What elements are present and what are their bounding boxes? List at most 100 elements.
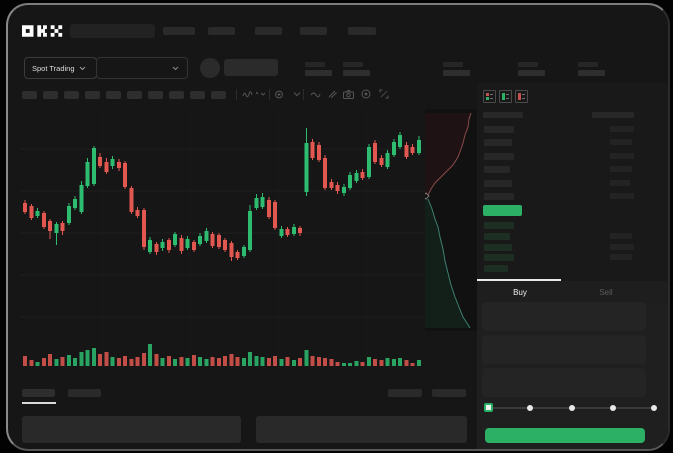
volume-bar [35, 362, 40, 366]
orders-action-skeleton[interactable] [388, 389, 422, 397]
candle-body [404, 145, 409, 157]
volume-bar [129, 359, 134, 366]
timeframe-button-skeleton[interactable] [127, 91, 142, 99]
stat-label-skeleton [343, 62, 363, 67]
candle-body [85, 162, 90, 186]
candle-body [410, 147, 415, 153]
candle-body [166, 240, 171, 250]
volume-bar [323, 358, 327, 366]
volume-bar [41, 358, 46, 366]
orders-tab-skeleton[interactable] [68, 389, 101, 397]
order-input-skeleton[interactable] [482, 302, 646, 331]
slider-stop-dot[interactable] [651, 405, 657, 411]
coin-avatar[interactable] [200, 58, 220, 78]
timeframe-button-skeleton[interactable] [43, 91, 58, 99]
candle-body [210, 234, 215, 246]
candle-style-dropdown-icon[interactable] [255, 88, 267, 100]
candle-body [316, 145, 321, 160]
orders-table-cell-skeleton [256, 416, 467, 443]
bid-row-amount-skeleton [610, 232, 632, 239]
line-tool-icon[interactable] [309, 88, 321, 100]
timeframe-button-skeleton[interactable] [85, 91, 100, 99]
timeframe-button-skeleton[interactable] [64, 91, 79, 99]
camera-icon[interactable] [342, 88, 354, 100]
timeframe-button-skeleton[interactable] [190, 91, 205, 99]
candle-body [354, 173, 359, 181]
tab-buy[interactable]: Buy [477, 288, 563, 297]
orders-action-skeleton[interactable] [432, 389, 466, 397]
fullscreen-icon[interactable] [378, 88, 390, 100]
depth-chart [425, 109, 477, 331]
book-view-sell-icon[interactable] [515, 90, 528, 103]
slider-stop-dot[interactable] [527, 405, 534, 411]
volume-bar [166, 356, 171, 366]
candle-body [248, 211, 252, 250]
timeframe-button-skeleton[interactable] [211, 91, 226, 99]
orders-table-cell-skeleton [22, 416, 241, 443]
candle-body [73, 199, 77, 208]
candle-body [416, 140, 421, 153]
timeframe-button-skeleton[interactable] [22, 91, 37, 99]
candle-body [98, 157, 102, 166]
orderbook-header-price [483, 112, 523, 118]
candle-body [373, 143, 377, 162]
chevron-down-icon [172, 66, 179, 70]
candle-body [223, 240, 227, 250]
book-view-buy-icon[interactable] [499, 90, 512, 103]
nav-item-skeleton[interactable] [300, 27, 327, 35]
timeframe-button-skeleton[interactable] [169, 91, 184, 99]
candle-body [29, 206, 34, 218]
device-screen: Spot Trading [6, 3, 670, 451]
book-view-combined-icon[interactable] [483, 90, 496, 103]
volume-bar [335, 362, 340, 366]
timeframe-button-skeleton[interactable] [148, 91, 163, 99]
volume-bar [191, 355, 196, 366]
submit-order-button[interactable] [485, 428, 645, 443]
candle-style-icon[interactable] [241, 88, 253, 100]
candle-body [141, 210, 146, 247]
orders-tab-skeleton[interactable] [22, 389, 55, 397]
candlestick-chart[interactable] [20, 108, 426, 370]
order-input-skeleton[interactable] [482, 335, 646, 364]
volume-bar [79, 352, 84, 366]
last-price-bar[interactable] [483, 205, 522, 216]
target-icon[interactable] [360, 88, 372, 100]
candle-body [91, 148, 96, 184]
draw-tool-icon[interactable] [326, 88, 338, 100]
nav-item-skeleton[interactable] [348, 27, 376, 35]
market-type-selector[interactable]: Spot Trading [24, 57, 97, 79]
indicators-icon[interactable] [274, 88, 286, 100]
order-input-skeleton[interactable] [482, 368, 646, 397]
slider-handle[interactable] [484, 403, 493, 412]
volume-bar [404, 360, 409, 366]
candle-body [135, 210, 140, 216]
candle-body [79, 185, 84, 212]
search-bar-skeleton[interactable] [70, 24, 155, 38]
volume-bar [91, 348, 96, 366]
indicators-dropdown-icon[interactable] [291, 88, 303, 100]
candle-body [41, 213, 46, 227]
pair-title-skeleton [224, 59, 278, 76]
candle-body [266, 200, 271, 217]
ask-row-amount-skeleton [610, 166, 632, 173]
candle-body [173, 234, 177, 245]
candle-body [323, 158, 327, 188]
volume-bar [229, 354, 234, 366]
slider-stop-dot[interactable] [568, 405, 575, 411]
ask-row-amount-skeleton [610, 152, 634, 159]
ask-row-price-skeleton [484, 152, 514, 160]
bid-row-amount-skeleton [610, 254, 632, 261]
timeframe-button-skeleton[interactable] [106, 91, 121, 99]
candle-body [379, 158, 384, 165]
candle-body [304, 143, 309, 192]
slider-stop-dot[interactable] [609, 405, 616, 411]
nav-item-skeleton[interactable] [255, 27, 282, 35]
tab-sell[interactable]: Sell [563, 288, 649, 297]
volume-bar [135, 357, 140, 366]
volume-bar [360, 362, 365, 366]
candle-body [360, 172, 365, 178]
volume-bar [260, 357, 265, 366]
pair-select[interactable] [96, 57, 188, 79]
nav-item-skeleton[interactable] [208, 27, 235, 35]
nav-item-skeleton[interactable] [163, 27, 195, 35]
